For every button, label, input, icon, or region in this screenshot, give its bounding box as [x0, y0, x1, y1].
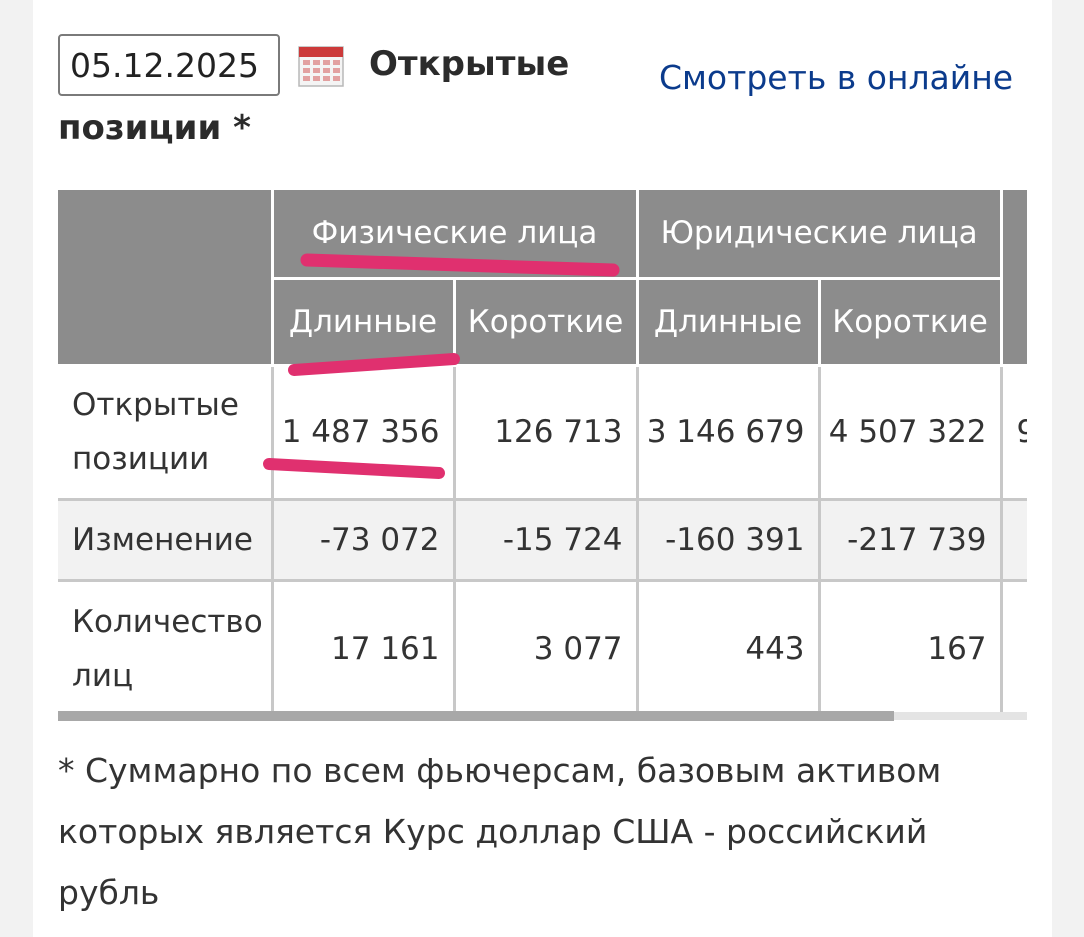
table-cell: 3 077 [452, 580, 639, 720]
sub-header-legal-short: Короткие [817, 276, 1003, 367]
corner-header-cell [58, 190, 274, 367]
sub-header-legal-long: Длинные [635, 276, 821, 367]
table-cell: -160 391 [635, 499, 821, 582]
table-cell: 3 146 679 [635, 365, 821, 501]
table-cell: -73 072 [270, 499, 456, 582]
table-cell: -15 724 [452, 499, 639, 582]
table-cell: 1 487 356 [270, 365, 456, 501]
table-cell: 4 507 322 [817, 365, 1003, 501]
table-cell-cut [999, 499, 1027, 582]
row-label: Изменение [58, 499, 274, 582]
row-label: Открытые позиции [58, 365, 274, 501]
footnote: * Суммарно по всем фьючерсам, базовым ак… [58, 751, 942, 912]
table-row-change: Изменение -73 072 -15 724 -160 391 -217 … [58, 499, 1027, 582]
group-header-cut [999, 190, 1027, 367]
group-header-legal-entities: Юридические лица [635, 190, 1003, 280]
sub-header-individuals-short: Короткие [452, 276, 639, 367]
table-cell: 167 [817, 580, 1003, 720]
horizontal-scrollbar-thumb[interactable] [58, 711, 894, 721]
table-cell-cut: 9 [999, 365, 1027, 501]
group-header-individuals: Физические лица [270, 190, 639, 280]
open-positions-table-container[interactable]: Физические лица Юридические лица Длинные… [58, 190, 1027, 721]
calendar-icon[interactable] [298, 45, 344, 87]
page-title-line2: позиции * [58, 108, 251, 148]
date-input[interactable] [58, 34, 280, 96]
open-positions-table: Физические лица Юридические лица Длинные… [58, 190, 1027, 720]
table-cell: 443 [635, 580, 821, 720]
view-online-link[interactable]: Смотреть в онлайне [659, 58, 1014, 97]
table-row-count: Количество лиц 17 161 3 077 443 167 [58, 580, 1027, 720]
table-cell-cut [999, 580, 1027, 720]
sub-header-individuals-long: Длинные [270, 276, 456, 367]
row-label: Количество лиц [58, 580, 274, 720]
page-title-line1: Открытые [369, 44, 570, 84]
table-row-open-positions: Открытые позиции 1 487 356 126 713 3 146… [58, 365, 1027, 501]
table-cell: -217 739 [817, 499, 1003, 582]
table-cell: 17 161 [270, 580, 456, 720]
table-cell: 126 713 [452, 365, 639, 501]
